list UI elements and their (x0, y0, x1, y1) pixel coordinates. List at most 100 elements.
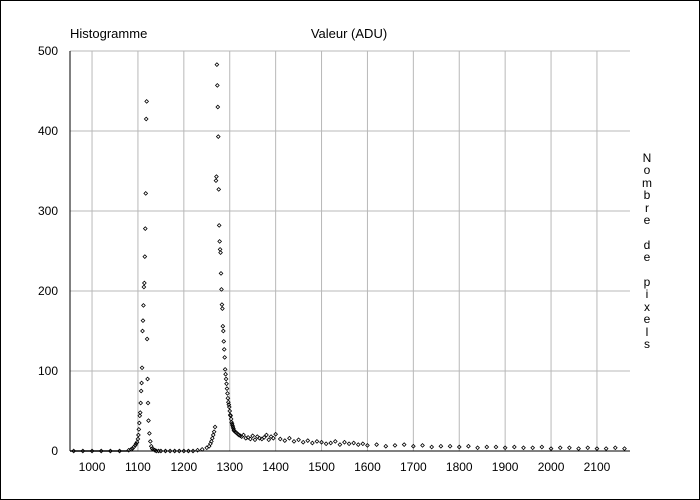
data-point (226, 404, 232, 410)
data-point (141, 284, 147, 290)
data-point (360, 441, 366, 447)
data-point (209, 435, 215, 441)
data-point (212, 424, 218, 430)
data-point (220, 306, 225, 311)
data-point (282, 438, 288, 443)
data-point (305, 438, 311, 443)
data-point (98, 448, 104, 454)
data-point (138, 388, 144, 394)
data-point (211, 429, 217, 435)
data-point (224, 386, 230, 391)
data-point (603, 446, 609, 451)
y-tick-label: 200 (38, 284, 58, 298)
data-point (216, 223, 222, 228)
data-point (420, 443, 425, 448)
data-point (89, 448, 95, 454)
grid-lines (70, 50, 630, 452)
x-tick-label: 1800 (446, 460, 473, 474)
data-point (447, 443, 453, 449)
data-point (199, 447, 205, 452)
data-point (475, 445, 480, 451)
data-point (225, 395, 231, 401)
data-point (143, 191, 149, 196)
data-point (337, 442, 343, 447)
data-point (136, 432, 141, 438)
data-point (216, 187, 222, 192)
data-point (300, 439, 306, 445)
data-point (147, 439, 153, 444)
tick-labels: 1000 1100 1200 1300 1400 1500 1600 1700 1800 1900… (38, 44, 611, 474)
data-point (277, 436, 283, 442)
x-axis-label: Valeur (ADU) (311, 26, 387, 41)
data-point (136, 420, 142, 426)
data-point (117, 448, 122, 454)
data-point (134, 439, 140, 445)
x-tick-label: 1300 (216, 460, 243, 474)
data-point (138, 400, 144, 406)
data-point (296, 437, 301, 443)
data-point (144, 99, 150, 104)
data-point (219, 302, 225, 307)
data-point (252, 437, 258, 443)
data-point (71, 448, 77, 454)
data-point (214, 83, 220, 88)
plot-axes (69, 51, 630, 452)
data-point (195, 447, 200, 453)
data-point (287, 435, 292, 441)
data-point (351, 440, 357, 446)
data-point (215, 104, 221, 110)
data-points (70, 62, 627, 454)
data-point (147, 431, 152, 436)
data-point (130, 446, 135, 451)
data-point (135, 436, 141, 442)
x-tick-label: 1200 (170, 460, 197, 474)
data-point (270, 435, 276, 441)
x-tick-label: 2100 (584, 460, 611, 474)
data-point (248, 436, 253, 442)
y-axis-label: N o m b r e d e p i x e l s (642, 151, 652, 352)
data-point (167, 448, 173, 454)
data-point (139, 380, 144, 386)
data-point (342, 439, 347, 445)
data-point (266, 437, 272, 443)
data-point (190, 448, 196, 454)
data-point (222, 355, 228, 360)
data-point (585, 445, 591, 451)
data-point (493, 444, 499, 450)
data-point (594, 446, 600, 451)
data-point (323, 441, 329, 447)
data-point (456, 444, 462, 450)
chart-title: Histogramme (70, 26, 147, 41)
data-point (186, 448, 191, 454)
x-tick-label: 1000 (79, 460, 106, 474)
data-point (429, 444, 435, 450)
data-point (355, 442, 361, 447)
data-point (484, 444, 490, 450)
y-tick-label: 100 (38, 364, 58, 378)
data-point (576, 446, 581, 451)
data-point (142, 254, 148, 259)
data-point (328, 440, 334, 446)
data-point (365, 443, 370, 448)
data-point (213, 178, 219, 183)
data-point (137, 410, 143, 415)
data-point (108, 448, 113, 454)
data-point (257, 435, 262, 441)
data-point (401, 442, 407, 447)
data-point (128, 447, 134, 452)
data-point (241, 432, 246, 438)
data-point (181, 448, 187, 454)
data-point (612, 445, 618, 451)
data-point (139, 365, 145, 371)
data-point (557, 445, 563, 451)
data-point (319, 439, 324, 445)
data-point (622, 446, 627, 451)
data-point (176, 448, 182, 454)
data-point (223, 376, 229, 382)
data-point (141, 303, 146, 308)
data-point (172, 448, 178, 454)
data-point (137, 413, 143, 419)
data-point (314, 439, 320, 444)
data-point (144, 336, 150, 342)
